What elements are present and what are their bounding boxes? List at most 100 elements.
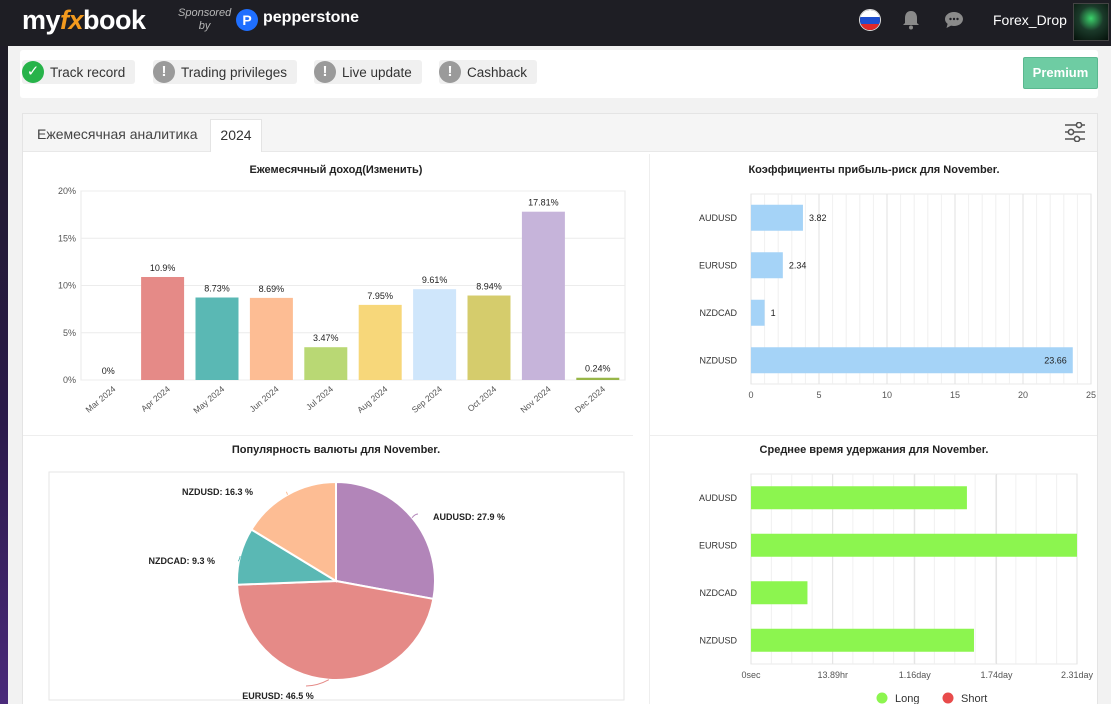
holding-time-title: Среднее время удержания для November. <box>759 444 989 456</box>
y-category-label: EURUSD <box>699 540 738 550</box>
status-bar: ✓ Track record ! Trading privileges ! Li… <box>20 50 1098 98</box>
premium-button[interactable]: Premium <box>1023 57 1098 89</box>
x-tick-label: Jul 2024 <box>304 384 335 412</box>
warning-circle-icon: ! <box>439 61 461 83</box>
slice-label: NZDCAD: 9.3 % <box>148 556 215 566</box>
y-category-label: EURUSD <box>699 260 738 270</box>
monthly-gain-chart: 0% 5% 10% 15% 20% 0% Mar 2024 10.9% Apr 2024 8.73… <box>58 186 626 416</box>
y-tick-label: 0% <box>63 375 76 385</box>
chat-icon[interactable] <box>944 11 964 29</box>
panel-header: Ежемесячная аналитика 2024 <box>23 114 1097 152</box>
data-label: 23.66 <box>1044 355 1067 365</box>
status-label: Trading privileges <box>181 64 288 80</box>
y-category-label: NZDUSD <box>700 355 738 365</box>
profit-risk-chart: 0 5 10 15 20 25 AUDUSD 3.82 EURUSD 2.34 NZDCAD 1 NZD… <box>699 193 1096 400</box>
x-tick-label: 15 <box>950 390 960 400</box>
data-label: 0% <box>102 366 115 376</box>
bell-icon[interactable] <box>902 10 920 30</box>
holding-time-chart: 0sec 13.89hr 1.16day 1.74day 2.31day AUDUSD EU… <box>699 473 1094 704</box>
sponsored-line-2: by <box>198 20 211 32</box>
status-label: Cashback <box>467 64 528 80</box>
status-trading-privileges[interactable]: ! Trading privileges <box>153 60 298 84</box>
x-tick-label: Oct 2024 <box>465 384 498 414</box>
x-tick-label: 20 <box>1018 390 1028 400</box>
data-label: 1 <box>771 308 776 318</box>
data-label: 8.69% <box>259 284 285 294</box>
data-label: 2.34 <box>789 260 807 270</box>
leader-line <box>305 679 330 687</box>
x-tick-label: 10 <box>882 390 892 400</box>
data-label: 7.95% <box>367 291 393 301</box>
bar <box>751 299 765 326</box>
x-tick-label: 1.16day <box>899 670 932 680</box>
leader-line <box>237 555 241 562</box>
monthly-gain-title: Ежемесячный доход(Изменить) <box>249 164 423 176</box>
sponsored-by-text: Sponsored by <box>178 7 231 33</box>
leader-line <box>411 513 419 518</box>
legend-label: Short <box>961 693 987 704</box>
bar <box>358 304 402 380</box>
filter-settings-icon[interactable] <box>1064 122 1086 142</box>
status-track-record[interactable]: ✓ Track record <box>22 60 136 84</box>
panel-title: Ежемесячная аналитика <box>37 126 198 142</box>
bar <box>195 297 239 380</box>
divider <box>649 435 1097 436</box>
leader-line <box>285 491 288 495</box>
data-label: 10.9% <box>150 263 176 273</box>
bar <box>304 347 348 380</box>
data-label: 8.94% <box>476 282 502 292</box>
profit-risk-title: Коэффициенты прибыль-риск для November. <box>748 164 1000 176</box>
y-category-label: AUDUSD <box>699 493 738 503</box>
bar <box>751 628 974 652</box>
y-tick-label: 20% <box>58 186 76 196</box>
x-tick-label: Mar 2024 <box>84 384 118 415</box>
x-tick-label: 25 <box>1086 390 1096 400</box>
logo-part-book: book <box>83 5 146 35</box>
x-tick-label: Nov 2024 <box>518 384 553 415</box>
pie-slice <box>250 480 337 583</box>
myfxbook-logo[interactable]: myfxbook <box>22 5 146 36</box>
divider <box>649 154 650 704</box>
tab-year-2024[interactable]: 2024 <box>210 119 262 152</box>
data-label: 17.81% <box>528 198 559 208</box>
warning-circle-icon: ! <box>314 61 336 83</box>
status-label: Track record <box>50 64 126 80</box>
username[interactable]: Forex_Drop <box>993 12 1067 28</box>
bar <box>751 533 1077 557</box>
avatar[interactable] <box>1073 3 1109 41</box>
x-tick-label: Jun 2024 <box>247 384 280 414</box>
data-label: 3.82 <box>809 213 827 223</box>
currency-popularity-chart: AUDUSD: 27.9 % EURUSD: 46.5 % NZDCAD: 9.3 … <box>48 471 625 701</box>
status-cashback[interactable]: ! Cashback <box>439 60 538 84</box>
bar <box>751 347 1073 374</box>
data-label: 0.24% <box>585 364 611 374</box>
pie-slice <box>335 480 436 601</box>
logo-part-my: my <box>22 5 61 35</box>
top-navbar: myfxbook Sponsored by P pepperstone Forex… <box>0 0 1111 46</box>
check-circle-icon: ✓ <box>22 61 44 83</box>
flag-russia-icon[interactable] <box>859 9 881 31</box>
x-tick-label: 2.31day <box>1061 670 1094 680</box>
bar <box>141 276 185 380</box>
status-label: Live update <box>342 64 412 80</box>
legend-marker <box>876 692 888 704</box>
pie-slice <box>236 579 435 681</box>
slice-label: AUDUSD: 27.9 % <box>433 512 505 522</box>
bar <box>249 297 293 380</box>
status-live-update[interactable]: ! Live update <box>314 60 422 84</box>
y-tick-label: 10% <box>58 281 76 291</box>
plot-frame <box>48 471 625 701</box>
bar <box>467 295 511 380</box>
pepperstone-logo-icon[interactable]: P <box>236 9 258 31</box>
monthly-analytics-panel: Ежемесячная аналитика 2024 Ежемесячный д… <box>22 113 1098 704</box>
pepperstone-name[interactable]: pepperstone <box>263 9 360 26</box>
window-left-strip <box>0 0 8 704</box>
x-tick-label: Apr 2024 <box>139 384 172 414</box>
bar <box>751 252 783 279</box>
y-tick-label: 15% <box>58 233 76 243</box>
y-category-label: AUDUSD <box>699 213 738 223</box>
y-category-label: NZDCAD <box>700 308 738 318</box>
x-tick-label: 0 <box>748 390 753 400</box>
x-tick-label: 5 <box>816 390 821 400</box>
y-category-label: NZDUSD <box>700 635 738 645</box>
